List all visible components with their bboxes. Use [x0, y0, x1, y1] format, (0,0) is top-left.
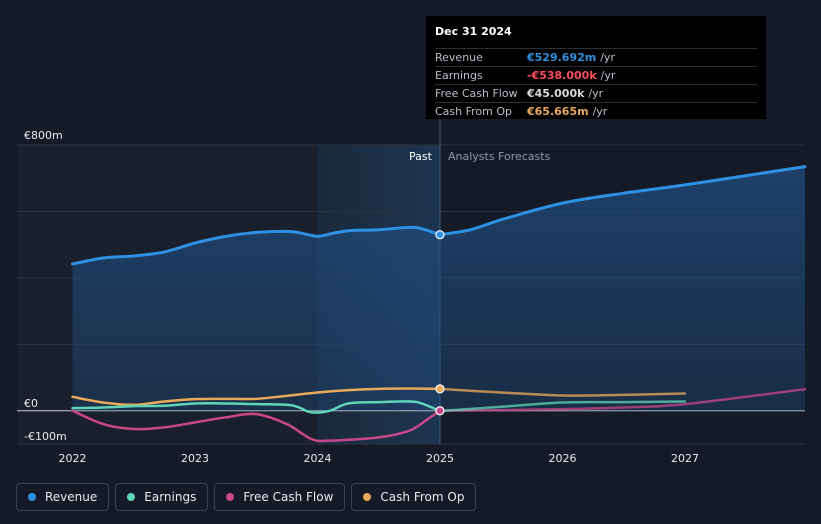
legend-dot-icon — [226, 493, 235, 501]
legend-item-free-cash-flow[interactable]: Free Cash Flow — [214, 483, 346, 511]
tooltip-unit: /yr — [600, 51, 615, 64]
legend-item-earnings[interactable]: Earnings — [115, 483, 209, 511]
x-tick-label: 2022 — [58, 452, 86, 465]
tooltip-label: Free Cash Flow — [435, 87, 518, 100]
tooltip-row-free-cash-flow: Free Cash Flow €45.000k /yr — [435, 84, 757, 102]
tooltip-unit: /yr — [592, 105, 608, 118]
y-tick-label: €800m — [24, 129, 63, 142]
legend-label: Earnings — [144, 490, 197, 504]
tooltip-unit: /yr — [600, 69, 616, 82]
cash-from-op-forecast-line — [438, 387, 687, 397]
y-tick-label: -€100m — [24, 430, 67, 443]
y-tick-label: €0 — [24, 397, 38, 410]
cash-from-op-point — [435, 384, 445, 394]
tooltip-row-earnings: Earnings -€538.000k /yr — [435, 66, 757, 84]
tooltip-row-cash-from-op: Cash From Op €65.665m /yr — [435, 102, 757, 120]
tooltip-row-revenue: Revenue €529.692m /yr — [435, 48, 757, 66]
tooltip-unit: /yr — [588, 87, 604, 100]
tooltip-label: Revenue — [435, 51, 483, 64]
free-cash-flow-forecast-line — [438, 387, 807, 413]
revenue-past-line — [70, 225, 442, 266]
forecast-label: Analysts Forecasts — [448, 150, 551, 163]
tooltip-date: Dec 31 2024 — [435, 25, 512, 38]
legend-dot-icon — [363, 493, 372, 501]
legend-label: Free Cash Flow — [243, 490, 334, 504]
tooltip-label: Earnings — [435, 69, 483, 82]
earnings-past-line — [71, 400, 442, 414]
legend-item-revenue[interactable]: Revenue — [16, 483, 110, 511]
x-tick-label: 2026 — [548, 452, 576, 465]
tooltip-value: €529.692m — [527, 51, 597, 64]
earnings-forecast-line — [438, 400, 687, 413]
legend-item-cash-from-op[interactable]: Cash From Op — [351, 483, 477, 511]
revenue-forecast-line — [438, 165, 807, 237]
past-label: Past — [409, 150, 433, 163]
x-tick-label: 2027 — [671, 452, 699, 465]
legend-label: Cash From Op — [380, 490, 465, 504]
revenue-point — [435, 230, 445, 240]
tooltip-label: Cash From Op — [435, 105, 513, 118]
tooltip-value: €45.000k — [527, 87, 585, 100]
free-cash-flow-past-line — [71, 409, 442, 443]
x-tick-label: 2023 — [181, 452, 209, 465]
tooltip-value: -€538.000k — [527, 69, 597, 82]
legend-dot-icon — [127, 493, 136, 501]
legend: Revenue Earnings Free Cash Flow Cash Fro… — [16, 483, 477, 511]
cash-from-op-past-line — [71, 387, 442, 407]
revenue-area — [72, 166, 805, 411]
x-tick-label: 2024 — [303, 452, 331, 465]
x-tick-label: 2025 — [426, 452, 454, 465]
legend-dot-icon — [28, 493, 36, 501]
tooltip: Dec 31 2024 Revenue €529.692m /yr Earnin… — [426, 16, 766, 119]
tooltip-value: €65.665m — [527, 105, 589, 118]
legend-label: Revenue — [45, 490, 98, 504]
free-cash-flow-point — [435, 406, 445, 416]
